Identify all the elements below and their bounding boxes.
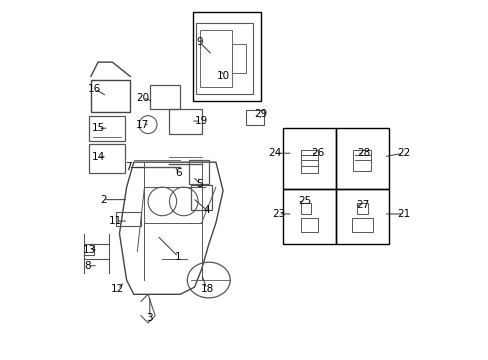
Text: 13: 13: [82, 245, 96, 255]
Text: 3: 3: [146, 312, 153, 323]
Text: 23: 23: [271, 209, 285, 219]
Text: 22: 22: [396, 148, 409, 158]
Text: 10: 10: [216, 71, 229, 81]
Bar: [283, 128, 335, 189]
Text: 2: 2: [100, 195, 106, 204]
Text: 5: 5: [196, 179, 203, 189]
Text: 12: 12: [111, 284, 124, 294]
Text: 28: 28: [357, 148, 370, 158]
Text: 24: 24: [268, 148, 281, 158]
Text: 1: 1: [175, 252, 182, 262]
Text: 20: 20: [136, 93, 149, 103]
Text: 21: 21: [396, 209, 409, 219]
Text: 4: 4: [203, 205, 210, 215]
Text: 26: 26: [310, 148, 324, 158]
Text: 25: 25: [298, 197, 311, 206]
Bar: [283, 189, 335, 244]
Text: 15: 15: [91, 123, 104, 133]
Text: 29: 29: [253, 109, 266, 119]
Text: 17: 17: [136, 120, 149, 130]
Text: 11: 11: [109, 216, 122, 226]
Text: 6: 6: [175, 168, 182, 178]
Bar: [335, 189, 388, 244]
Text: 19: 19: [195, 116, 208, 126]
Bar: [335, 128, 388, 189]
Text: 7: 7: [125, 162, 131, 172]
Bar: [192, 12, 260, 102]
Text: 27: 27: [355, 200, 368, 210]
Text: 8: 8: [84, 261, 90, 271]
Text: 9: 9: [196, 37, 203, 48]
Text: 18: 18: [200, 284, 213, 294]
Text: 14: 14: [91, 152, 104, 162]
Text: 16: 16: [88, 84, 101, 94]
